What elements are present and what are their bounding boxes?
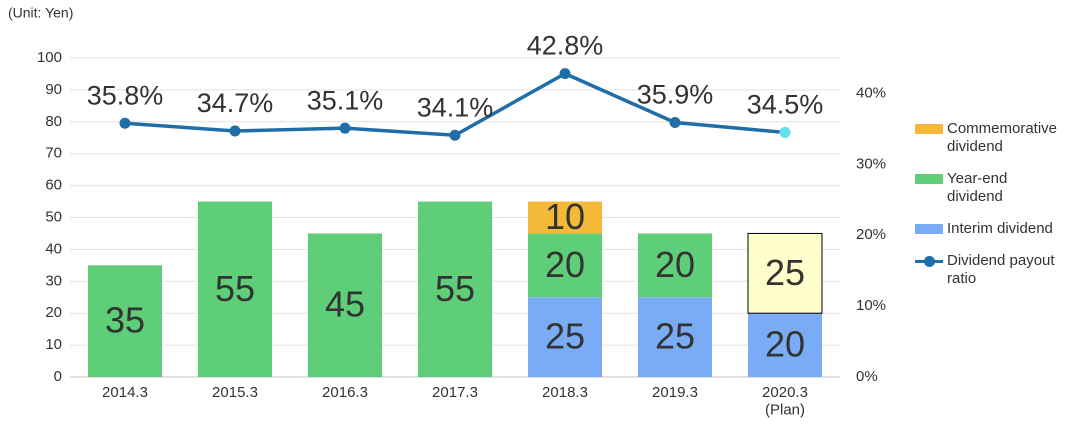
- bar-label: 25: [765, 252, 805, 293]
- legend-swatch: [915, 256, 943, 267]
- bar-label: 25: [655, 316, 695, 357]
- bar: [748, 313, 822, 377]
- line-label: 34.1%: [417, 92, 494, 122]
- y-tick-label: 40: [45, 240, 62, 257]
- bar-label: 20: [545, 244, 585, 285]
- y2-tick-label: 40%: [856, 84, 886, 101]
- legend-label: Commemorative dividend: [947, 120, 1058, 155]
- line-marker: [339, 122, 351, 134]
- x-tick-label: 2014.3: [102, 384, 148, 401]
- y-tick-label: 80: [45, 113, 62, 130]
- y-tick-label: 100: [37, 49, 62, 66]
- y-tick-label: 10: [45, 336, 62, 353]
- line-label: 35.8%: [87, 80, 164, 110]
- unit-label: (Unit: Yen): [8, 5, 73, 21]
- line-marker: [229, 125, 241, 137]
- x-tick-label: 2017.3: [432, 384, 478, 401]
- y-tick-label: 20: [45, 304, 62, 321]
- line-label: 34.7%: [197, 88, 274, 118]
- y-tick-label: 90: [45, 81, 62, 98]
- bar: [528, 233, 602, 298]
- x-tick-label: 2020.3 (Plan): [762, 384, 808, 418]
- line-label: 35.1%: [307, 85, 384, 115]
- bar: [747, 232, 823, 314]
- x-tick-label: 2019.3: [652, 384, 698, 401]
- legend-swatch: [915, 174, 943, 184]
- line-marker: [669, 117, 681, 129]
- y2-tick-label: 30%: [856, 155, 886, 172]
- y-tick-label: 50: [45, 208, 62, 225]
- x-tick-label: 2015.3: [212, 384, 258, 401]
- y-tick-label: 70: [45, 145, 62, 162]
- bar: [418, 201, 492, 377]
- line-label: 34.5%: [747, 90, 824, 120]
- y2-tick-label: 20%: [856, 226, 886, 243]
- bar-label: 10: [545, 196, 585, 237]
- legend-label: Interim dividend: [947, 220, 1053, 237]
- legend-label: Dividend payout ratio: [947, 252, 1055, 287]
- line-marker: [119, 117, 131, 129]
- bar-label: 35: [105, 300, 145, 341]
- legend-label: Year-end dividend: [947, 170, 1008, 205]
- bar: [308, 233, 382, 377]
- legend-item: Commemorative dividend: [915, 120, 1065, 156]
- legend-item: Interim dividend: [915, 220, 1065, 238]
- line-label: 35.9%: [637, 80, 714, 110]
- x-tick-label: 2018.3: [542, 384, 588, 401]
- bar: [88, 265, 162, 377]
- bar-label: 55: [435, 268, 475, 309]
- line-label: 42.8%: [527, 31, 604, 61]
- bar-label: 20: [655, 244, 695, 285]
- bar: [638, 297, 712, 377]
- bar-label: 55: [215, 268, 255, 309]
- bar-label: 25: [545, 316, 585, 357]
- y-tick-label: 30: [45, 272, 62, 289]
- legend-item: Dividend payout ratio: [915, 252, 1065, 288]
- bar: [198, 201, 272, 377]
- line-marker: [779, 126, 791, 138]
- line-marker: [559, 68, 571, 80]
- y2-tick-label: 0%: [856, 368, 878, 385]
- y-tick-label: 60: [45, 177, 62, 194]
- line-marker: [449, 129, 461, 141]
- y-tick-label: 0: [54, 368, 62, 385]
- bar: [638, 233, 712, 298]
- legend-swatch: [915, 124, 943, 134]
- legend-swatch: [915, 224, 943, 234]
- bar: [528, 297, 602, 377]
- legend: Commemorative dividend Year-end dividend I…: [915, 120, 1065, 302]
- bar: [528, 201, 602, 234]
- bar-label: 45: [325, 284, 365, 325]
- y2-tick-label: 10%: [856, 297, 886, 314]
- bar-label: 20: [765, 324, 805, 365]
- legend-item: Year-end dividend: [915, 170, 1065, 206]
- x-tick-label: 2016.3: [322, 384, 368, 401]
